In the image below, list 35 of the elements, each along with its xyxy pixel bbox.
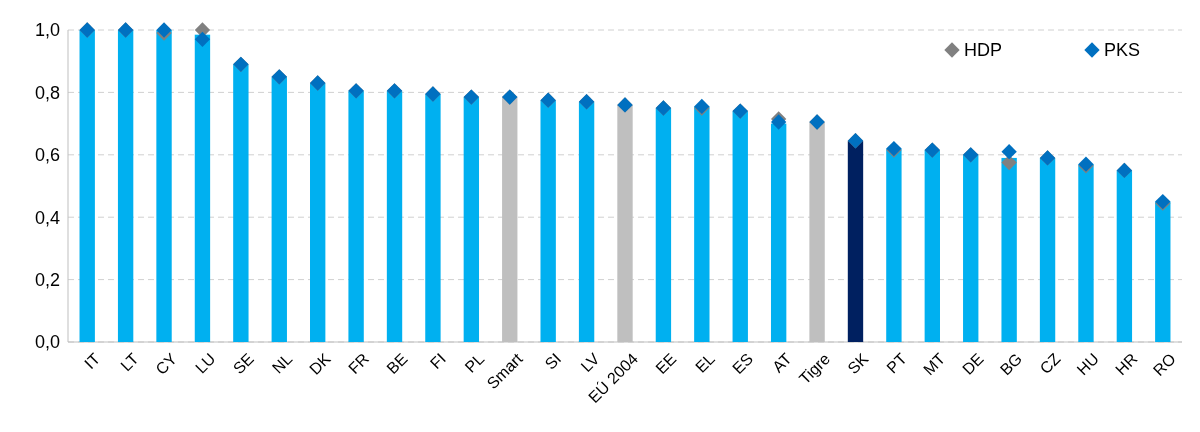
y-tick-label: 0,0 xyxy=(34,332,60,353)
x-tick-label: LT xyxy=(117,349,142,375)
x-tick-label: PT xyxy=(883,349,911,377)
x-tick-label: LV xyxy=(577,349,603,376)
x-tick-label: RO xyxy=(1149,350,1179,380)
x-tick-label: IT xyxy=(81,349,104,373)
x-tick-label: ES xyxy=(729,350,757,378)
x-tick-label: SK xyxy=(844,349,872,378)
y-tick-label: 0,4 xyxy=(34,207,60,228)
x-tick-label: PL xyxy=(461,349,488,376)
x-tick-label: MT xyxy=(919,349,949,379)
x-tick-label: BG xyxy=(996,350,1026,379)
x-tick-label: SI xyxy=(541,350,565,373)
y-tick-label: 0,2 xyxy=(34,269,60,290)
x-tick-label: EL xyxy=(692,349,718,376)
y-tick-label: 0,6 xyxy=(34,145,60,166)
x-tick-label: LU xyxy=(192,350,219,377)
x-tick-label: FI xyxy=(426,350,449,373)
x-tick-label: FR xyxy=(345,350,373,378)
x-tick-label: CZ xyxy=(1036,349,1064,378)
x-tick-label: DE xyxy=(959,350,987,378)
y-tick-label: 1,0 xyxy=(34,20,60,41)
legend-label: HDP xyxy=(964,40,1003,61)
x-tick-label: SE xyxy=(229,350,257,378)
legend-label: PKS xyxy=(1104,40,1141,61)
x-tick-label: EE xyxy=(652,350,680,378)
x-tick-label: BE xyxy=(383,350,411,378)
x-tick-label: AT xyxy=(769,349,795,376)
x-tick-label: Tigre xyxy=(795,349,834,388)
x-tick-label: DK xyxy=(305,349,334,378)
x-tick-label: CY xyxy=(152,349,181,378)
x-tick-label: HU xyxy=(1073,350,1103,379)
x-tick-label: HR xyxy=(1112,350,1141,379)
y-tick-label: 0,8 xyxy=(34,82,60,103)
x-tick-label: NL xyxy=(268,349,296,377)
